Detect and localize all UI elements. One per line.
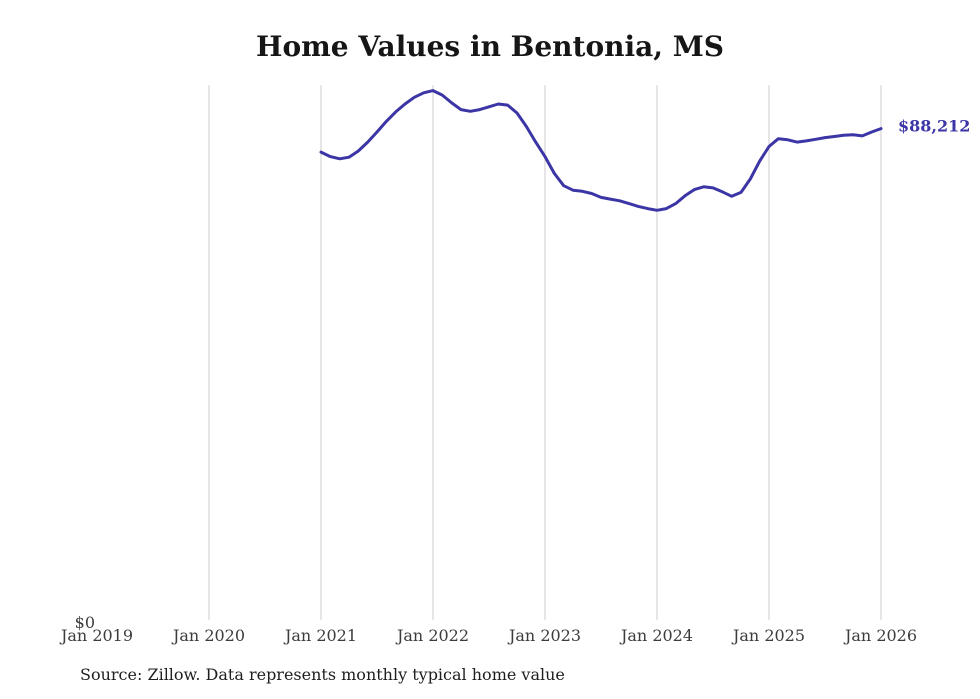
chart-title: Home Values in Bentonia, MS — [256, 30, 724, 63]
x-tick-label: Jan 2025 — [731, 626, 805, 645]
end-value-label: $88,212 — [898, 117, 970, 136]
y-axis-zero-label: $0 — [75, 613, 95, 632]
x-tick-label: Jan 2024 — [619, 626, 693, 645]
gridlines — [208, 85, 882, 620]
x-tick-label: Jan 2020 — [171, 626, 245, 645]
x-tick-label: Jan 2021 — [283, 626, 357, 645]
x-tick-label: Jan 2022 — [395, 626, 469, 645]
x-tick-label: Jan 2026 — [843, 626, 917, 645]
home-value-line — [319, 89, 883, 212]
x-tick-label: Jan 2019 — [59, 626, 133, 645]
source-note: Source: Zillow. Data represents monthly … — [80, 665, 565, 684]
x-axis-labels: Jan 2019 Jan 2020 Jan 2021 Jan 2022 Jan 2023… — [59, 626, 917, 645]
x-tick-label: Jan 2023 — [507, 626, 581, 645]
